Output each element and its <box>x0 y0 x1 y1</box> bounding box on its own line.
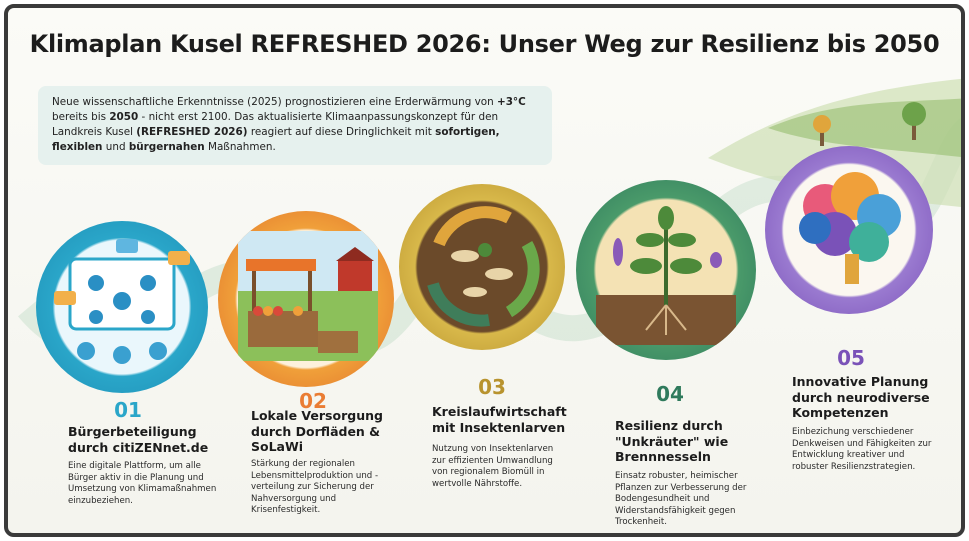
step-2-number: 02 <box>299 389 327 413</box>
intro-text: - nicht erst 2100. Das aktualisierte Kli… <box>52 111 499 138</box>
tree-icon <box>813 115 831 146</box>
nettle-plant-icon <box>596 206 736 345</box>
step-3-title: Kreislaufwirtschaft mit Insektenlarven <box>432 404 567 435</box>
step-5-title: Innovative Planung durch neurodiverse Ko… <box>792 374 930 420</box>
intro-text: Neue wissenschaftliche Erkenntnisse (202… <box>52 96 497 108</box>
intro-bold: bürgernahen <box>128 141 205 153</box>
tree-icon <box>902 102 926 140</box>
colorful-brain-icon <box>799 172 901 284</box>
step-1-illustration <box>36 221 208 393</box>
larvae-cycle-icon <box>427 206 540 327</box>
step-4-illustration <box>576 180 756 360</box>
intro-bold: +3°C <box>497 96 526 108</box>
step-2-text: Stärkung der regionalen Lebensmittelprod… <box>251 459 379 515</box>
step-3-number: 03 <box>478 375 506 399</box>
intro-bold: (REFRESHED 2026) <box>136 126 248 138</box>
intro-text: und <box>102 141 129 153</box>
step-5-illustration <box>765 146 933 314</box>
step-2-title: Lokale Versorgung durch Dorfläden & SoLa… <box>251 408 383 454</box>
intro-bold: 2050 <box>109 111 139 123</box>
step-3-illustration <box>399 184 565 350</box>
step-5-number: 05 <box>837 346 865 370</box>
step-4-number: 04 <box>656 382 684 406</box>
step-4-text: Einsatz robuster, heimischer Pflanzen zu… <box>615 471 747 527</box>
step-3-text: Nutzung von Insektenlarven zur effizient… <box>432 444 554 489</box>
intro-text: Maßnahmen. <box>204 141 276 153</box>
step-1-text: Eine digitale Plattform, um alle Bürger … <box>68 461 217 506</box>
step-1-number: 01 <box>114 398 142 422</box>
people-network-icon <box>54 239 190 364</box>
infographic: Klimaplan Kusel REFRESHED 2026: Unser We… <box>4 4 965 537</box>
intro-bold: sofortigen, flexiblen <box>52 126 500 153</box>
intro-text: bereits bis <box>52 111 110 123</box>
step-4-title: Resilienz durch "Unkräuter" wie Brennnes… <box>615 418 729 464</box>
step-1-title: Bürgerbeteiligung durch citiZENnet.de <box>68 424 209 455</box>
step-2-illustration <box>218 211 394 387</box>
market-stall-icon <box>238 231 378 361</box>
step-5-text: Einbezichung verschiedener Denkweisen un… <box>792 427 932 472</box>
intro-box: Neue wissenschaftliche Erkenntnisse (202… <box>38 86 552 165</box>
page-title: Klimaplan Kusel REFRESHED 2026: Unser We… <box>29 30 940 58</box>
intro-text: reagiert auf diese Dringlichkeit mit <box>247 126 436 138</box>
